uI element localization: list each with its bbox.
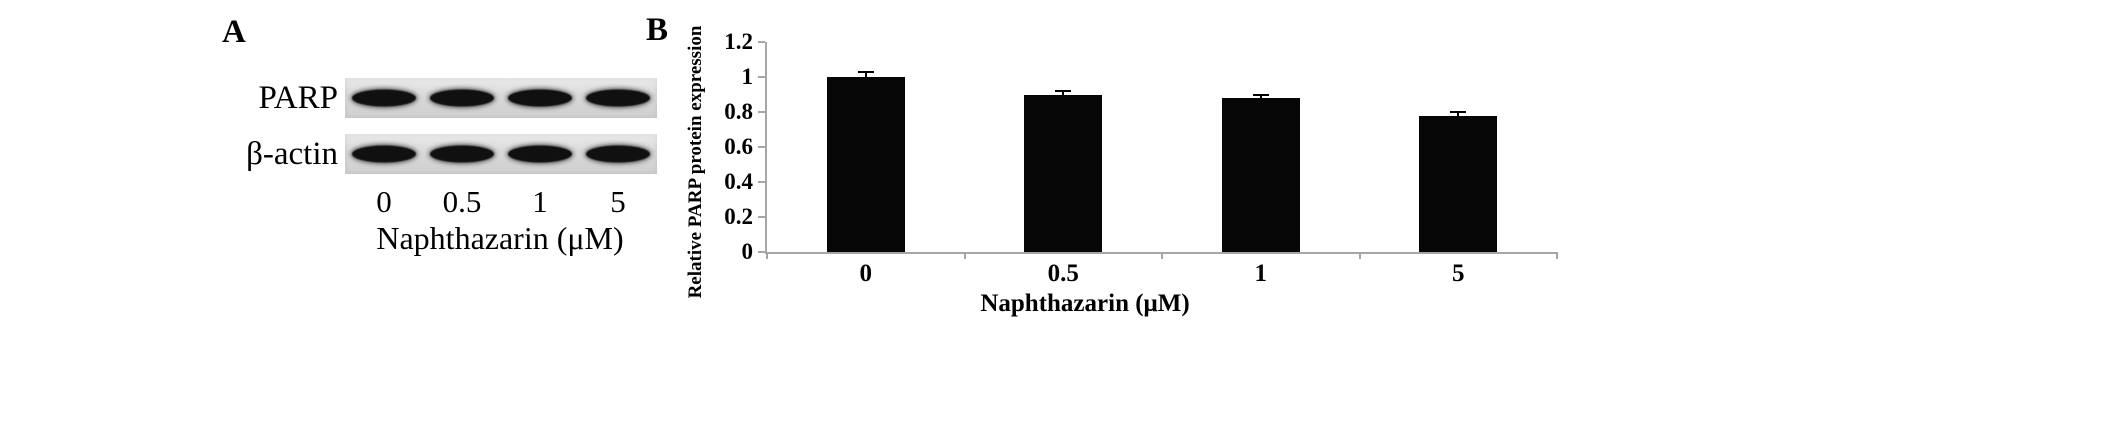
bar (1419, 115, 1498, 252)
panel-a-label: A (222, 14, 246, 50)
x-axis-label: Naphthazarin (μM) (980, 290, 1190, 317)
x-tick-mark (1358, 252, 1361, 259)
error-bar-stem (864, 71, 867, 77)
dose-label: 0.5 (442, 184, 482, 219)
blot-band (430, 145, 494, 163)
x-tick-label: 5 (1452, 260, 1465, 287)
y-tick-label: 0.6 (724, 134, 753, 159)
blot-strip-parp (345, 78, 657, 118)
y-tick-mark (758, 251, 765, 253)
blot-band (586, 145, 650, 163)
y-tick-label: 1.2 (724, 29, 753, 54)
blot-band (430, 89, 494, 107)
y-tick-mark (758, 181, 765, 183)
blot-row-label-beta-actin: β-actin (246, 136, 338, 172)
blot-band (586, 89, 650, 107)
error-bar-stem (1457, 112, 1460, 116)
dose-label: 5 (610, 184, 626, 219)
bar-chart-plot-area: 0 0.2 0.4 0.6 0.8 1 1.2 0 0.5 1 5 (724, 29, 1558, 287)
blot-strip-beta-actin (345, 134, 657, 174)
x-tick-mark (766, 252, 768, 259)
error-bar-stem (1259, 94, 1262, 98)
y-tick-label: 0.4 (724, 169, 753, 194)
x-tick-label: 0.5 (1047, 260, 1079, 287)
dose-label: 1 (532, 184, 548, 219)
error-bar-stem (1062, 91, 1065, 95)
x-tick-mark (963, 252, 966, 259)
error-bar-cap (1055, 90, 1072, 92)
y-tick-mark (758, 146, 765, 148)
bar (1024, 94, 1103, 252)
x-tick-mark (1556, 252, 1558, 259)
blot-band (352, 89, 416, 107)
y-tick-mark (758, 76, 765, 78)
y-tick-mark (758, 216, 765, 218)
x-tick-mark (1161, 252, 1163, 259)
y-tick-label: 0.8 (724, 99, 753, 124)
x-tick-label: 0 (859, 260, 873, 287)
bar (1221, 98, 1300, 252)
blot-x-axis-label: Naphthazarin (μM) (376, 220, 624, 256)
dose-label: 0 (376, 184, 392, 219)
panel-b-label: B (646, 12, 669, 48)
y-tick-mark (758, 111, 765, 113)
blot-band (352, 145, 416, 163)
blot-band (508, 89, 572, 107)
dose-label-row: 0 0.5 1 5 (345, 184, 657, 222)
error-bar-cap (1252, 93, 1269, 96)
y-tick-mark (758, 41, 765, 43)
bar (826, 77, 905, 252)
y-tick-label: 1 (741, 64, 754, 89)
error-bar-cap (1450, 111, 1467, 113)
error-bar-cap (857, 70, 874, 73)
y-tick-label: 0 (741, 239, 754, 264)
blot-row-label-parp: PARP (258, 80, 338, 116)
blot-band (508, 145, 572, 163)
x-tick-label: 1 (1254, 260, 1268, 287)
y-tick-label: 0.2 (724, 204, 753, 229)
